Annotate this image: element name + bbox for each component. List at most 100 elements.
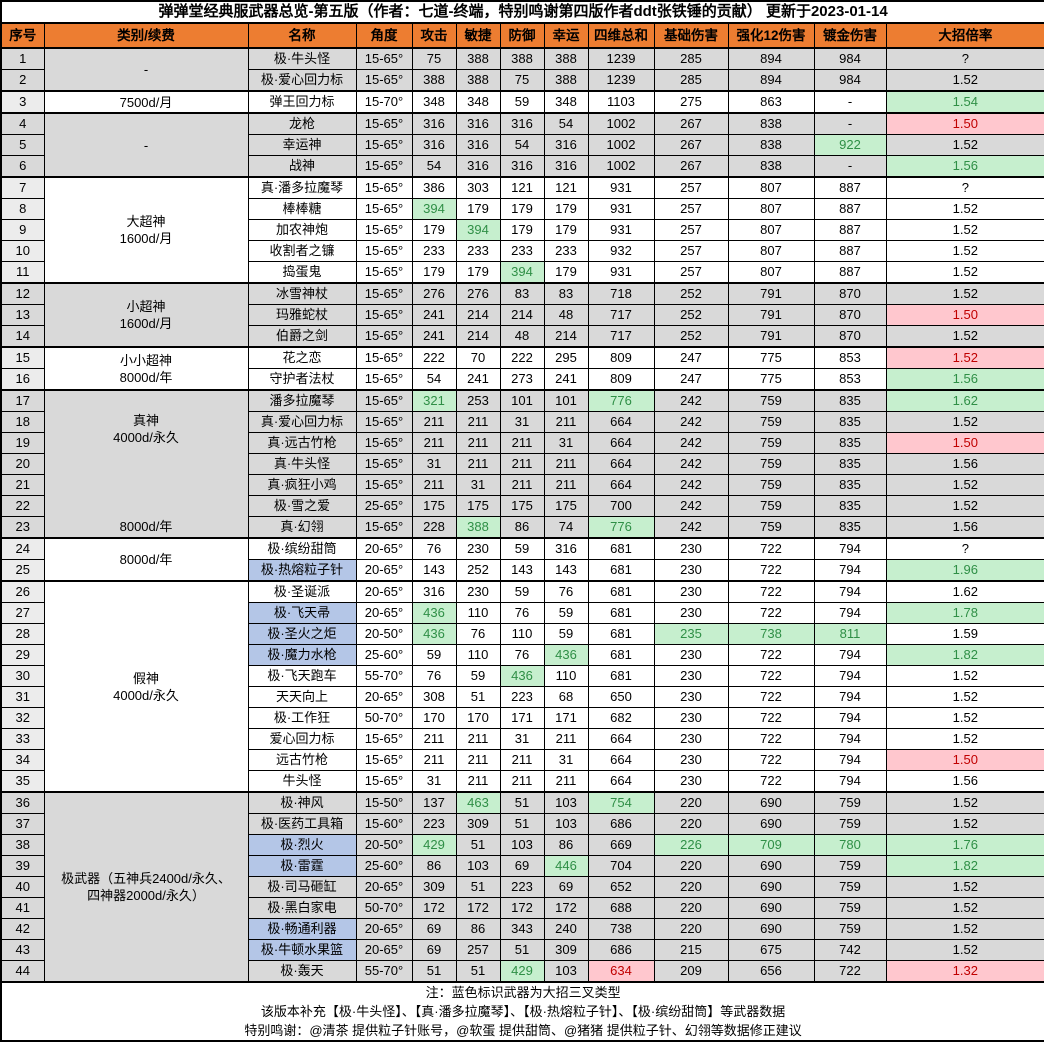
- cell-ult-multiplier: 1.82: [885, 644, 1044, 666]
- cell-ult-multiplier: 1.56: [885, 155, 1044, 178]
- category-sublabel: 8000d/年: [119, 519, 173, 534]
- table-row: 26 假神 4000d/永久 极·圣诞派 20-65° 316 230 59 76 681 230…: [0, 580, 1044, 793]
- cell-no: 24: [0, 537, 45, 560]
- cell-no: 20: [0, 453, 45, 475]
- cell-luck: 240: [543, 918, 589, 940]
- cell-ult-multiplier: 1.62: [885, 389, 1044, 412]
- cell-name: 伯爵之剑: [247, 325, 357, 348]
- cell-enhanced-damage: 807: [727, 176, 815, 199]
- cell-agility: 51: [455, 686, 501, 708]
- cell-no: 10: [0, 240, 45, 262]
- cell-angle: 20-65°: [355, 537, 413, 560]
- cell-attack: 223: [411, 813, 457, 835]
- category-cell: 小超神 1600d/月: [43, 282, 249, 348]
- cell-enhanced-damage: 838: [727, 134, 815, 156]
- cell-name: 极·牛头怪: [247, 47, 357, 70]
- table-row: 24 8000d/年 极·缤纷甜筒 20-65° 76 230 59 316 681 230 722…: [0, 537, 1044, 582]
- table-row: 23 真·幻翎 15-65° 228 388 86 74 776 242 759 835 1.56: [0, 516, 1044, 539]
- cell-name: 真·牛头怪: [247, 453, 357, 475]
- cell-base-damage: 285: [653, 47, 729, 70]
- cell-angle: 20-65°: [355, 559, 413, 582]
- cell-luck: 86: [543, 834, 589, 856]
- category-label: -: [143, 62, 149, 77]
- cell-angle: 15-65°: [355, 134, 413, 156]
- cell-base-damage: 242: [653, 474, 729, 496]
- cell-defense: 211: [499, 770, 545, 793]
- cell-angle: 25-60°: [355, 644, 413, 666]
- cell-ult-multiplier: 1.96: [885, 559, 1044, 582]
- cell-base-damage: 242: [653, 516, 729, 539]
- cell-luck: 74: [543, 516, 589, 539]
- cell-attack: 137: [411, 791, 457, 814]
- cell-total: 681: [587, 602, 655, 624]
- cell-luck: 179: [543, 219, 589, 241]
- cell-name: 捣蛋鬼: [247, 261, 357, 284]
- table-row: 44 极·轰天 55-70° 51 51 429 103 634 209 656 722 1.32: [0, 960, 1044, 983]
- cell-no: 25: [0, 559, 45, 582]
- cell-no: 23: [0, 516, 45, 539]
- cell-attack: 316: [411, 112, 457, 135]
- cell-attack: 211: [411, 411, 457, 433]
- cell-ult-multiplier: 1.52: [885, 495, 1044, 517]
- cell-gold-damage: 835: [813, 389, 887, 412]
- cell-base-damage: 242: [653, 389, 729, 412]
- cell-angle: 25-65°: [355, 495, 413, 517]
- cell-defense: 179: [499, 219, 545, 241]
- cell-ult-multiplier: 1.52: [885, 665, 1044, 687]
- cell-no: 29: [0, 644, 45, 666]
- cell-defense: 214: [499, 304, 545, 326]
- cell-angle: 15-65°: [355, 198, 413, 220]
- cell-angle: 15-65°: [355, 749, 413, 771]
- cell-no: 15: [0, 346, 45, 369]
- cell-luck: 316: [543, 537, 589, 560]
- category-cell: 小小超神 8000d/年: [43, 346, 249, 391]
- cell-defense: 31: [499, 411, 545, 433]
- cell-no: 33: [0, 728, 45, 750]
- cell-name: 远古竹枪: [247, 749, 357, 771]
- cell-total: 682: [587, 707, 655, 729]
- cell-defense: 223: [499, 686, 545, 708]
- cell-agility: 309: [455, 813, 501, 835]
- cell-name: 极·雪之爱: [247, 495, 357, 517]
- cell-defense: 110: [499, 623, 545, 645]
- cell-luck: 54: [543, 112, 589, 135]
- cell-gold-damage: 853: [813, 346, 887, 369]
- cell-agility: 316: [455, 134, 501, 156]
- table-row: 13 玛雅蛇杖 15-65° 241 214 214 48 717 252 791 870 1.50: [0, 304, 1044, 326]
- cell-ult-multiplier: 1.52: [885, 219, 1044, 241]
- cell-total: 664: [587, 770, 655, 793]
- cell-name: 极·缤纷甜筒: [247, 537, 357, 560]
- table-row: 36 极武器（五神兵2400d/永久、 四神器2000d/永久） 极·神风 15-50…: [0, 791, 1044, 983]
- cell-base-damage: 209: [653, 960, 729, 983]
- cell-name: 加农神炮: [247, 219, 357, 241]
- cell-luck: 143: [543, 559, 589, 582]
- cell-enhanced-damage: 791: [727, 282, 815, 305]
- cell-total: 686: [587, 813, 655, 835]
- cell-agility: 172: [455, 897, 501, 919]
- cell-defense: 211: [499, 749, 545, 771]
- cell-total: 1103: [587, 90, 655, 114]
- cell-attack: 388: [411, 69, 457, 92]
- category-label: 假神 4000d/永久: [113, 670, 179, 703]
- cell-gold-damage: 835: [813, 516, 887, 539]
- cell-gold-damage: 794: [813, 644, 887, 666]
- cell-ult-multiplier: 1.59: [885, 623, 1044, 645]
- cell-agility: 388: [455, 69, 501, 92]
- cell-ult-multiplier: 1.52: [885, 939, 1044, 961]
- cell-ult-multiplier: ?: [885, 47, 1044, 70]
- cell-no: 31: [0, 686, 45, 708]
- cell-enhanced-damage: 807: [727, 198, 815, 220]
- cell-enhanced-damage: 759: [727, 495, 815, 517]
- cell-total: 931: [587, 219, 655, 241]
- cell-name: 极·圣诞派: [247, 580, 357, 603]
- cell-attack: 436: [411, 623, 457, 645]
- cell-total: 681: [587, 644, 655, 666]
- cell-angle: 15-65°: [355, 325, 413, 348]
- cell-gold-damage: 922: [813, 134, 887, 156]
- category-label: 7500d/月: [119, 94, 173, 110]
- cell-name: 极·轰天: [247, 960, 357, 983]
- cell-ult-multiplier: 1.50: [885, 749, 1044, 771]
- cell-name: 极·黑白家电: [247, 897, 357, 919]
- cell-luck: 179: [543, 198, 589, 220]
- cell-enhanced-damage: 722: [727, 537, 815, 560]
